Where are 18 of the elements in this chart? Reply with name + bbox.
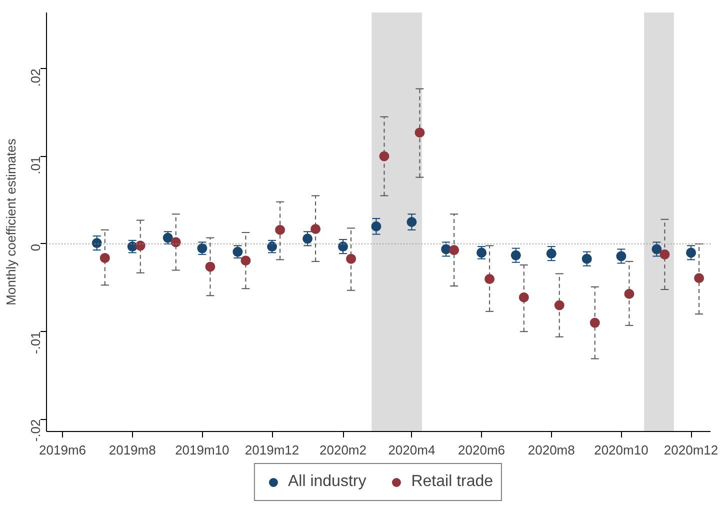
x-tick-label: 2020m8	[528, 442, 575, 458]
x-tick-label: 2020m10	[594, 442, 648, 458]
y-axis-title: Monthly coefficient estimates	[4, 138, 18, 306]
legend-label: Retail trade	[411, 473, 494, 491]
x-tick-label: 2020m4	[388, 442, 436, 458]
legend-label: All industry	[288, 473, 366, 491]
y-tick-label: -.02	[28, 419, 43, 442]
x-tick-label: 2020m6	[458, 442, 506, 458]
y-tick-label: -.01	[28, 332, 43, 354]
x-tick-label: 2019m6	[39, 442, 86, 458]
x-tick-label: 2020m12	[664, 442, 718, 458]
x-tick-label: 2019m8	[108, 442, 156, 458]
y-tick-label: .02	[28, 68, 43, 87]
x-tick-label: 2019m10	[175, 442, 230, 458]
y-tick-label: 0	[28, 244, 43, 252]
x-tick-label: 2020m2	[320, 442, 367, 458]
x-tick-label: 2019m12	[244, 442, 300, 458]
y-tick-label: .01	[28, 156, 43, 174]
